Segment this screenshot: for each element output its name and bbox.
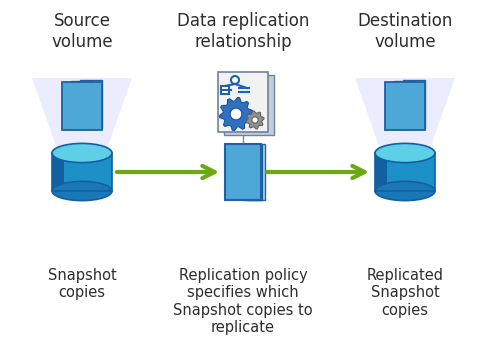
Text: Source
volume: Source volume — [51, 12, 113, 51]
Ellipse shape — [375, 181, 435, 201]
Ellipse shape — [52, 143, 112, 163]
Circle shape — [252, 117, 258, 123]
Text: Data replication
relationship: Data replication relationship — [177, 12, 309, 51]
Bar — [375, 153, 435, 191]
Polygon shape — [355, 78, 455, 191]
Bar — [247, 144, 265, 200]
FancyBboxPatch shape — [52, 153, 64, 191]
Ellipse shape — [52, 181, 112, 201]
Bar — [385, 82, 425, 130]
Circle shape — [230, 108, 242, 120]
Bar — [52, 153, 112, 191]
Bar — [80, 80, 102, 128]
Text: Snapshot
copies: Snapshot copies — [48, 268, 116, 300]
Bar — [52, 153, 112, 191]
Bar — [224, 75, 274, 135]
Bar — [394, 81, 416, 129]
Bar — [221, 86, 229, 94]
Bar — [244, 144, 262, 200]
Polygon shape — [246, 111, 264, 129]
Bar — [218, 72, 268, 132]
FancyBboxPatch shape — [375, 153, 387, 191]
Bar — [225, 144, 261, 200]
Bar — [62, 82, 102, 130]
Text: Destination
volume: Destination volume — [357, 12, 453, 51]
Circle shape — [231, 76, 239, 84]
Text: Replicated
Snapshot
copies: Replicated Snapshot copies — [367, 268, 444, 318]
Bar — [71, 81, 93, 129]
Bar — [375, 153, 435, 191]
Text: Replication policy
specifies which
Snapshot copies to
replicate: Replication policy specifies which Snaps… — [173, 268, 313, 335]
Ellipse shape — [375, 143, 435, 163]
Polygon shape — [220, 98, 253, 131]
Polygon shape — [32, 78, 132, 191]
Bar — [403, 80, 425, 128]
